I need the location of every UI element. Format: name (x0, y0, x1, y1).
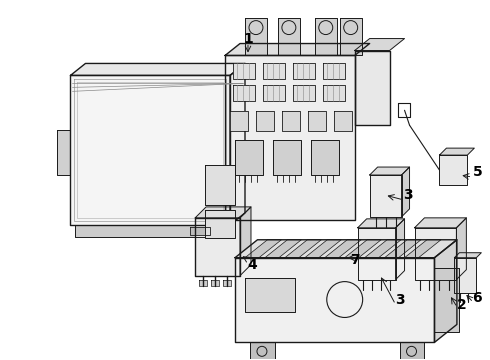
Polygon shape (75, 225, 225, 237)
Polygon shape (235, 140, 263, 175)
Polygon shape (195, 207, 251, 218)
Text: 5: 5 (472, 165, 482, 179)
Polygon shape (323, 63, 345, 80)
Text: 1: 1 (243, 32, 253, 46)
Polygon shape (293, 63, 315, 80)
Polygon shape (211, 280, 219, 285)
Polygon shape (435, 240, 457, 342)
Polygon shape (369, 175, 401, 217)
Polygon shape (56, 130, 71, 175)
Polygon shape (440, 155, 467, 185)
Polygon shape (205, 165, 235, 205)
Polygon shape (235, 240, 457, 258)
Polygon shape (223, 280, 231, 285)
Text: 2: 2 (457, 297, 466, 311)
Polygon shape (265, 240, 301, 258)
Polygon shape (225, 55, 355, 220)
Polygon shape (340, 18, 362, 55)
Polygon shape (256, 111, 274, 131)
Polygon shape (195, 218, 240, 276)
Polygon shape (245, 18, 267, 55)
Polygon shape (355, 50, 390, 125)
Polygon shape (240, 207, 251, 276)
Polygon shape (273, 140, 301, 175)
Polygon shape (250, 342, 275, 360)
Polygon shape (399, 342, 424, 360)
Polygon shape (358, 228, 395, 280)
Polygon shape (308, 111, 326, 131)
Polygon shape (233, 85, 255, 101)
Polygon shape (305, 240, 341, 258)
Polygon shape (199, 280, 207, 285)
Polygon shape (456, 218, 466, 280)
Polygon shape (245, 278, 295, 312)
Polygon shape (263, 85, 285, 101)
Polygon shape (401, 167, 410, 217)
Text: 7: 7 (350, 253, 360, 267)
Polygon shape (369, 167, 410, 175)
Text: 6: 6 (472, 291, 482, 305)
Polygon shape (334, 111, 352, 131)
Text: 4: 4 (247, 258, 257, 272)
Polygon shape (282, 111, 300, 131)
Polygon shape (454, 258, 476, 293)
Polygon shape (325, 240, 361, 258)
Polygon shape (71, 63, 245, 75)
Text: 3: 3 (395, 293, 404, 306)
Polygon shape (293, 85, 315, 101)
Polygon shape (230, 111, 248, 131)
Polygon shape (454, 253, 481, 258)
Polygon shape (365, 240, 401, 258)
Polygon shape (415, 228, 456, 280)
Polygon shape (385, 240, 421, 258)
Polygon shape (263, 63, 285, 80)
Polygon shape (190, 227, 210, 235)
Text: 3: 3 (403, 188, 413, 202)
Polygon shape (435, 268, 460, 332)
Polygon shape (315, 18, 337, 55)
Polygon shape (415, 218, 466, 228)
Polygon shape (345, 240, 381, 258)
Polygon shape (311, 140, 339, 175)
Polygon shape (233, 63, 255, 80)
Polygon shape (355, 39, 405, 50)
Polygon shape (440, 148, 474, 155)
Polygon shape (285, 240, 321, 258)
Polygon shape (358, 219, 405, 228)
Polygon shape (235, 258, 435, 342)
Polygon shape (225, 44, 369, 55)
Polygon shape (395, 219, 405, 280)
Polygon shape (245, 240, 281, 258)
Polygon shape (71, 75, 230, 225)
Polygon shape (278, 18, 300, 55)
Polygon shape (205, 210, 235, 238)
Polygon shape (405, 240, 441, 258)
Polygon shape (323, 85, 345, 101)
Polygon shape (230, 63, 245, 225)
